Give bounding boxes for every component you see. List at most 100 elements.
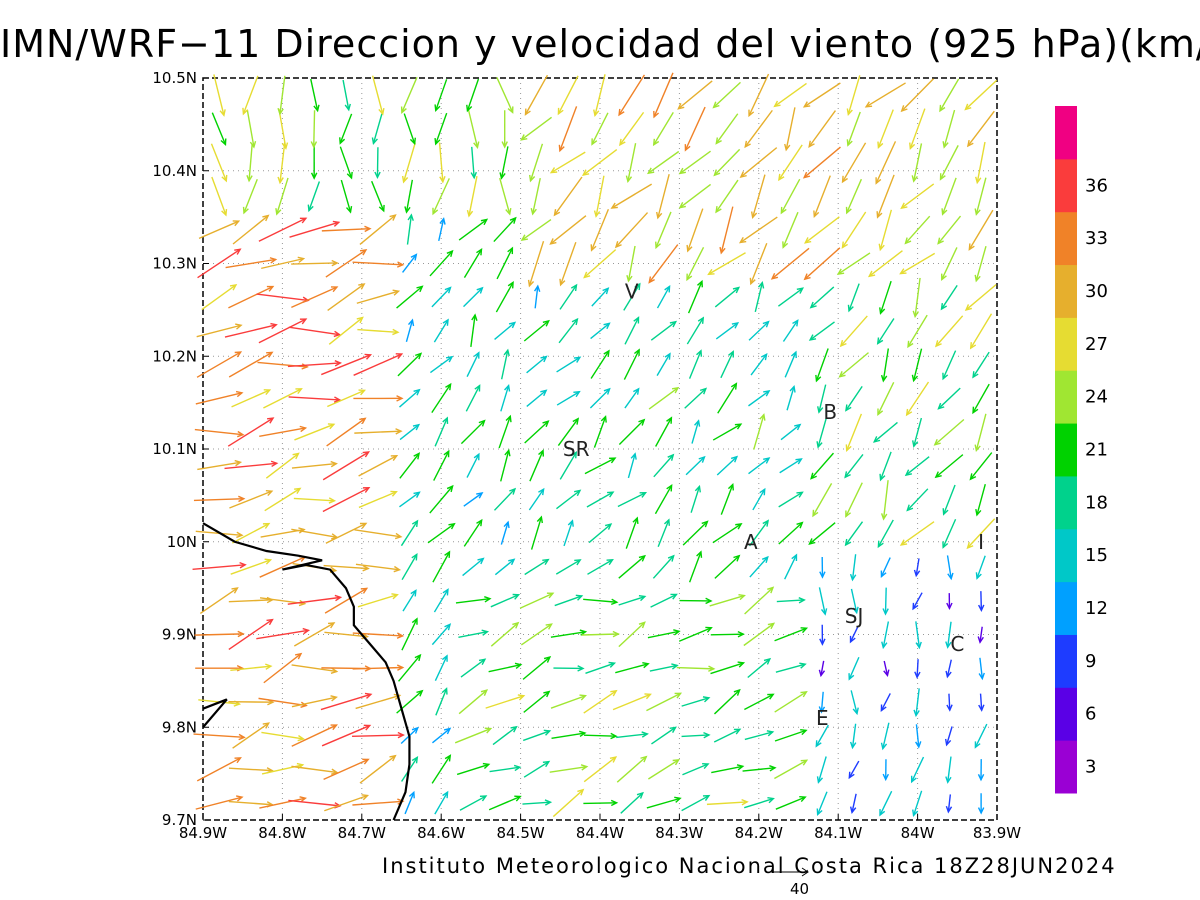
wind-vector-head (577, 788, 585, 796)
wind-vector (839, 352, 869, 378)
wind-vector-head (362, 451, 371, 458)
wind-vector (328, 317, 364, 345)
wind-vector-head (390, 490, 398, 497)
wind-vector-head (579, 694, 587, 701)
wind-vector-head (473, 141, 480, 149)
wind-vector (844, 454, 864, 478)
wind-vector-head (478, 419, 486, 427)
wind-vector (688, 350, 702, 379)
y-tick-label: 10.5N (152, 69, 197, 87)
wind-vector-head (390, 454, 399, 461)
wind-vector-head (540, 355, 548, 363)
wind-vector (485, 695, 524, 709)
wind-vector-head (442, 318, 449, 326)
wind-vector (433, 589, 449, 613)
colorbar-segment (1055, 423, 1077, 477)
wind-vector-head (571, 317, 579, 326)
wind-vector (877, 381, 895, 415)
wind-vector-head (593, 109, 600, 118)
wind-vector-head (543, 729, 552, 736)
wind-vector (911, 756, 925, 783)
wind-vector (591, 287, 609, 307)
y-tick-label: 10N (167, 533, 197, 551)
wind-vector (402, 142, 416, 183)
colorbar-segment (1055, 634, 1077, 688)
wind-vector (846, 178, 863, 214)
wind-vector (850, 588, 858, 613)
wind-vector-head (911, 175, 918, 183)
wind-vector-head (546, 592, 555, 599)
wind-vector-head (513, 764, 522, 772)
wind-vector-head (414, 653, 422, 662)
wind-vector-head (330, 667, 339, 674)
wind-vector-head (634, 282, 641, 291)
wind-vector-head (277, 176, 284, 185)
wind-vector (975, 246, 987, 281)
wind-vector (326, 417, 366, 447)
wind-vector (435, 79, 448, 111)
coastline (202, 522, 411, 821)
wind-vector-head (739, 171, 747, 179)
wind-vector (523, 690, 550, 713)
wind-vector-head (750, 211, 758, 220)
wind-vector (884, 587, 887, 614)
wind-vector (371, 75, 384, 115)
wind-vector (557, 418, 579, 447)
wind-vector (711, 765, 743, 774)
wind-vector (809, 522, 836, 545)
wind-vector (201, 284, 237, 311)
wind-vector-head (618, 108, 625, 117)
wind-vector (431, 755, 451, 784)
wind-vector (195, 392, 243, 405)
wind-vector-head (299, 796, 307, 803)
wind-vector-head (441, 654, 448, 662)
wind-vector (624, 388, 640, 409)
wind-vector-head (575, 594, 584, 601)
wind-vector-head (234, 351, 243, 358)
wind-vector-head (270, 322, 278, 330)
wind-vector-head (632, 516, 639, 525)
wind-vector (324, 587, 368, 614)
wind-vector-head (904, 237, 912, 245)
wind-vector-head (942, 141, 949, 149)
wind-vector (837, 252, 871, 275)
wind-vector (912, 790, 923, 816)
wind-vector (435, 112, 448, 145)
y-tick-label: 10.3N (152, 255, 197, 273)
wind-vector (685, 456, 705, 476)
wind-vector (776, 599, 805, 603)
wind-vector-head (413, 452, 421, 460)
wind-vector-head (389, 214, 397, 221)
colorbar-segment (1055, 158, 1077, 213)
wind-vector (744, 586, 774, 615)
wind-vector (427, 523, 455, 544)
wind-vector (875, 141, 897, 184)
wind-vector-head (733, 554, 741, 562)
wind-vector-head (945, 670, 952, 679)
wind-vector (463, 492, 483, 507)
wind-vector-head (270, 460, 279, 468)
wind-vector (228, 767, 273, 772)
wind-vector (810, 286, 835, 309)
wind-vector (627, 143, 637, 182)
wind-vector (591, 112, 609, 145)
wind-vector-head (735, 523, 743, 530)
wind-vector-head (448, 522, 456, 530)
wind-vector (559, 241, 577, 286)
wind-vector-head (442, 588, 449, 596)
wind-vector-head (573, 390, 581, 398)
wind-vector-head (358, 283, 366, 290)
wind-vector (228, 285, 274, 309)
wind-vector-head (608, 661, 617, 668)
wind-vector-head (799, 796, 807, 803)
wind-vector (358, 455, 398, 477)
wind-vector (354, 430, 402, 434)
wind-vector-head (614, 241, 622, 249)
wind-vector (747, 658, 771, 679)
wind-vector (405, 179, 414, 213)
wind-vector-head (966, 139, 974, 148)
wind-vector (942, 518, 957, 548)
wind-vector (650, 593, 677, 608)
wind-vector-head (934, 340, 942, 348)
wind-vector-head (600, 415, 607, 423)
